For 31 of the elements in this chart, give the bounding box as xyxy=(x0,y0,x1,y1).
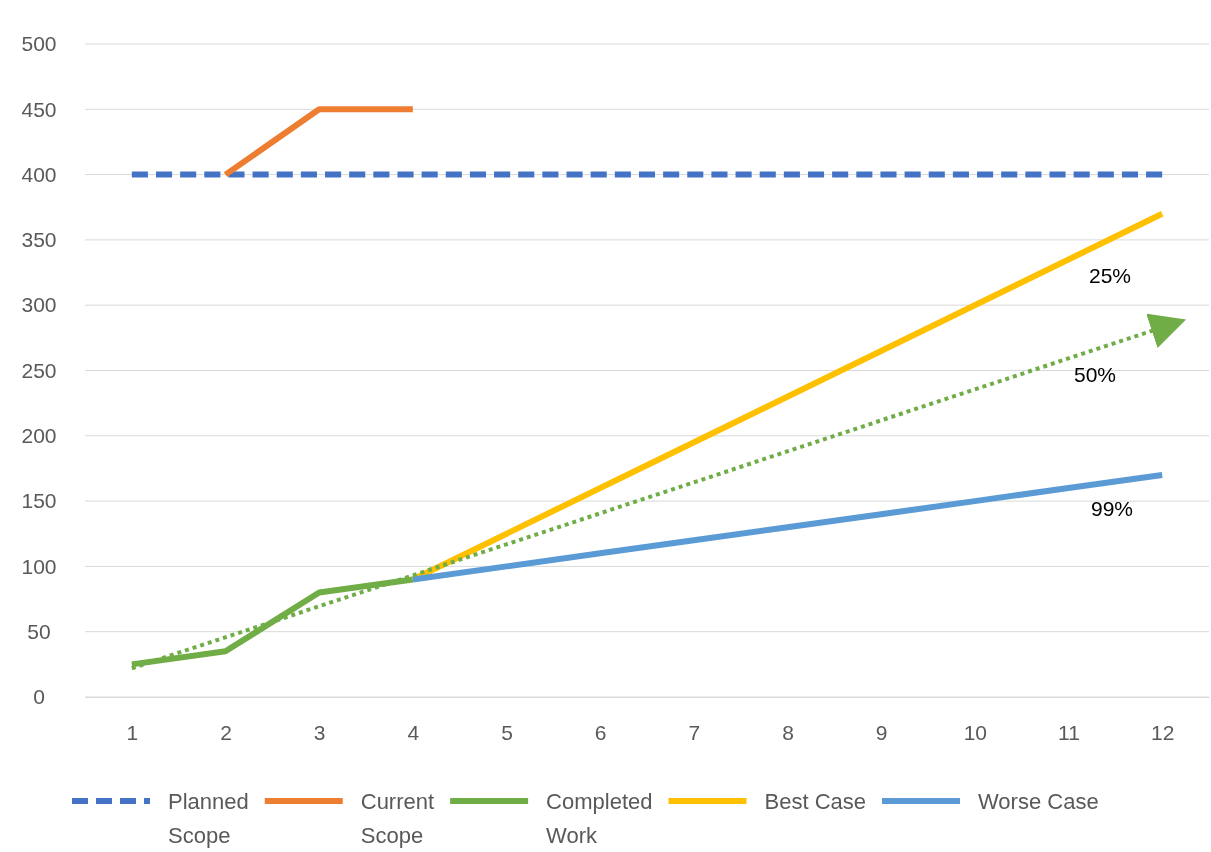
x-tick-label: 10 xyxy=(963,720,988,744)
y-tick-label: 500 xyxy=(21,32,57,56)
y-tick-label: 200 xyxy=(21,424,57,448)
x-tick-label: 7 xyxy=(688,720,701,744)
annotation: 99% xyxy=(1090,496,1134,520)
legend-label: Current Scope xyxy=(360,789,435,848)
y-tick-label: 50 xyxy=(27,619,51,643)
y-tick-label: 450 xyxy=(21,97,57,121)
y-tick-label: 400 xyxy=(21,162,57,186)
x-tick-label: 6 xyxy=(594,720,607,744)
x-tick-label: 8 xyxy=(782,720,794,744)
y-tick-label: 250 xyxy=(21,358,57,382)
legend-label: Completed Work xyxy=(546,789,653,848)
y-tick-label: 350 xyxy=(21,228,57,252)
y-tick-label: 150 xyxy=(21,489,57,513)
annotation: 25% xyxy=(1088,263,1132,287)
x-tick-label: 12 xyxy=(1150,720,1175,744)
y-tick-label: 100 xyxy=(21,554,57,578)
x-tick-label: 2 xyxy=(220,720,232,744)
x-tick-label: 5 xyxy=(501,720,513,744)
y-tick-label: 0 xyxy=(33,685,45,709)
x-tick-label: 3 xyxy=(313,720,326,744)
x-tick-label: 4 xyxy=(407,720,420,744)
x-tick-label: 1 xyxy=(126,720,139,744)
annotation: 50% xyxy=(1073,362,1117,386)
legend-label: Best Case xyxy=(764,789,866,814)
x-tick-label: 11 xyxy=(1058,720,1080,744)
x-tick-label: 9 xyxy=(875,720,888,744)
legend-label: Planned Scope xyxy=(168,789,249,848)
y-tick-label: 300 xyxy=(21,293,57,317)
legend-label: Worse Case xyxy=(978,789,1099,814)
